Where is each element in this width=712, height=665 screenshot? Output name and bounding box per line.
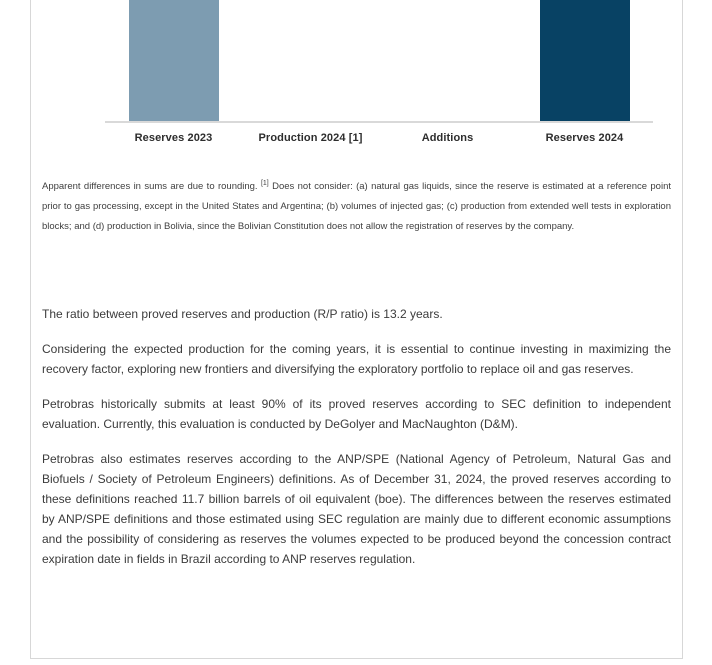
bar-reserves-2023 bbox=[128, 0, 219, 121]
body-paragraph-sec-evaluation: Petrobras historically submits at least … bbox=[42, 397, 671, 431]
body-text: The ratio between proved reserves and pr… bbox=[42, 304, 671, 569]
footnote-lead: Apparent differences in sums are due to … bbox=[42, 181, 258, 192]
chart-slot-reserves-2023 bbox=[105, 0, 242, 121]
chart-footnote: Apparent differences in sums are due to … bbox=[42, 177, 671, 237]
chart-category-axis: Reserves 2023 Production 2024 [1] Additi… bbox=[105, 130, 653, 146]
body-paragraph-rp-ratio: The ratio between proved reserves and pr… bbox=[42, 307, 443, 321]
body-paragraph-expected-production: Considering the expected production for … bbox=[42, 342, 671, 376]
category-label-additions: Additions bbox=[421, 132, 474, 144]
category-label-production-2024: Production 2024 [1] bbox=[258, 132, 363, 144]
chart-slot-reserves-2024 bbox=[516, 0, 653, 121]
footnote-superscript-marker: [1] bbox=[260, 179, 269, 187]
reserves-waterfall-chart bbox=[105, 0, 653, 123]
footnote-body: Does not consider: (a) natural gas liqui… bbox=[42, 181, 671, 232]
chart-slot-production-2024 bbox=[242, 1, 379, 121]
document-frame: Reserves 2023 Production 2024 [1] Additi… bbox=[30, 0, 683, 659]
category-label-reserves-2024: Reserves 2024 bbox=[545, 132, 624, 144]
body-paragraph-anp-spe: Petrobras also estimates reserves accord… bbox=[42, 452, 671, 566]
bar-reserves-2024 bbox=[539, 0, 630, 121]
chart-slot-additions bbox=[379, 1, 516, 121]
category-label-reserves-2023: Reserves 2023 bbox=[134, 132, 213, 144]
